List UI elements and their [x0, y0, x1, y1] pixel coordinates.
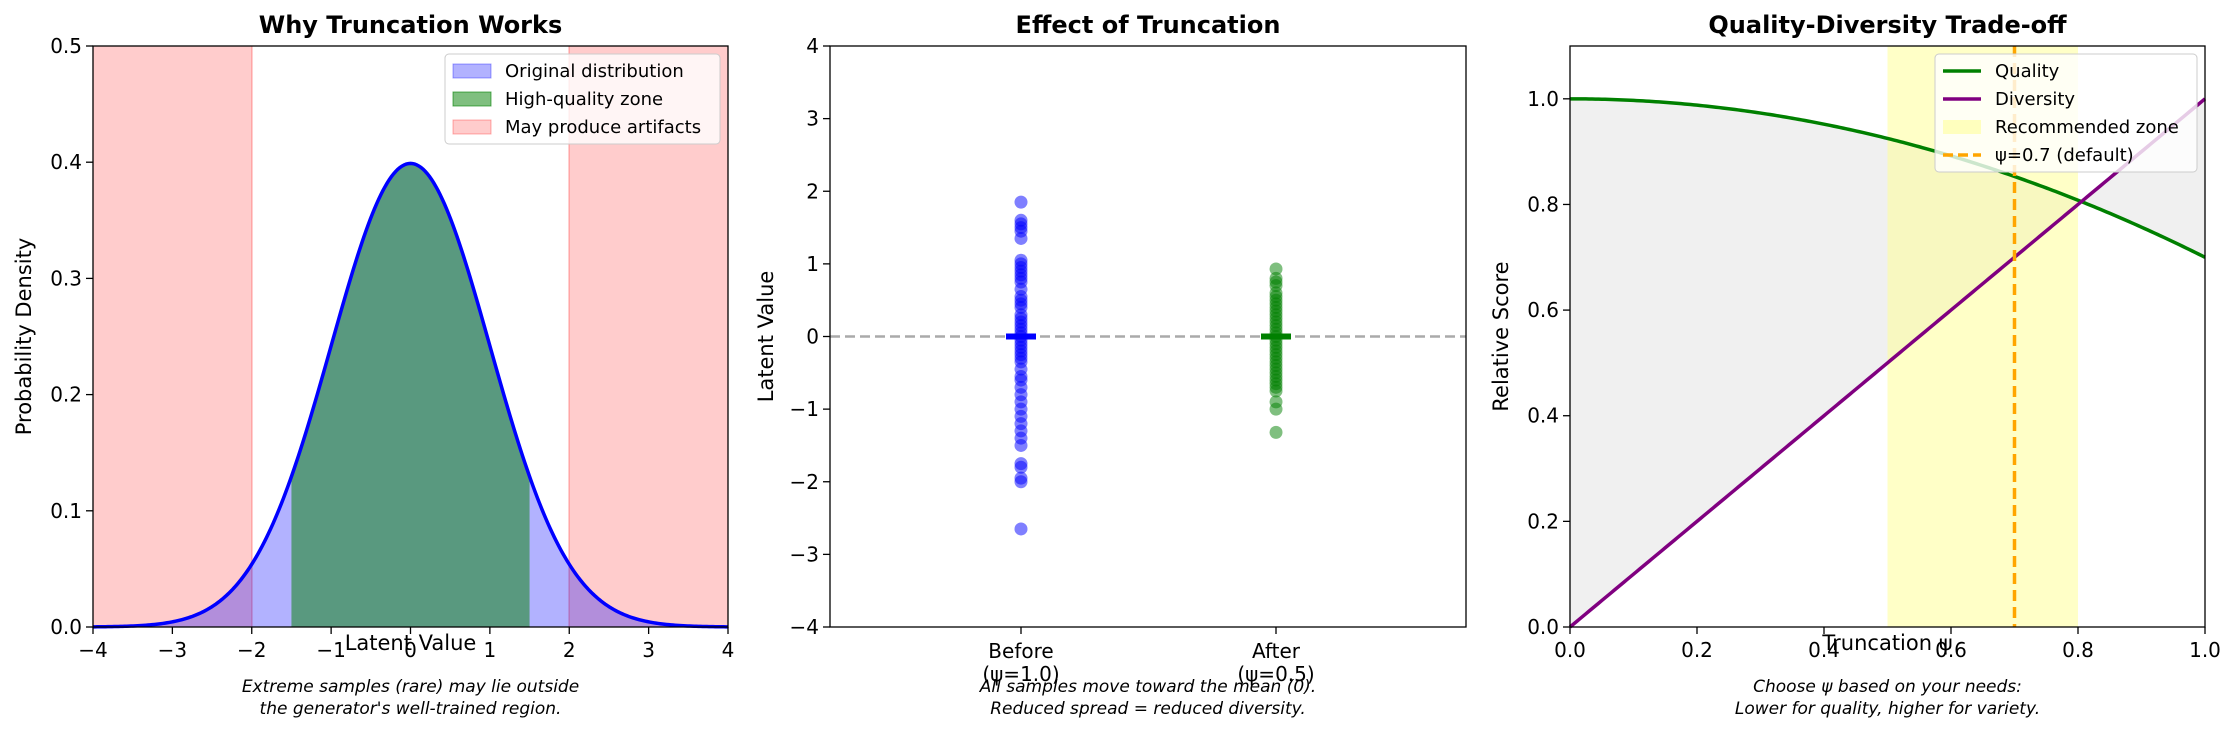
p1-high-quality-zone-fill — [291, 163, 530, 627]
p3-legend-label-default: ψ=0.7 (default) — [1995, 145, 2134, 166]
p1-x-axis-label: Latent Value — [345, 631, 477, 655]
p3-legend-box — [1934, 53, 2198, 173]
p3-x-tick-label-2: 0.4 — [1808, 638, 1840, 662]
p1-legend-box — [444, 53, 721, 145]
p3-x-tick-label-4: 0.8 — [2062, 638, 2094, 662]
p2-point-before-47 — [1014, 475, 1028, 489]
p3-caption-line-2: Lower for quality, higher for variety. — [1735, 699, 2040, 719]
p1-x-ticks: −4 −3 −2 −1 0 1 2 3 4 — [78, 627, 734, 662]
p3-y-tick-label-0: 0.0 — [1527, 615, 1559, 639]
p1-caption-line-1: Extreme samples (rare) may lie outside — [242, 677, 579, 697]
p3-y-tick-label-4: 0.8 — [1527, 192, 1559, 216]
p3-x-tick-label-0: 0.0 — [1554, 638, 1586, 662]
p3-x-tick-label-1: 0.2 — [1681, 638, 1713, 662]
p2-y-axis-label: Latent Value — [754, 271, 778, 403]
p2-y-tick-label-7: 3 — [806, 107, 819, 131]
p2-x-tick-label-after-line-1: After — [1252, 639, 1301, 663]
p2-x-tick-label-before-line-1: Before — [988, 639, 1053, 663]
p2-y-ticks: −4 −3 −2 −1 0 1 2 3 4 — [790, 34, 830, 639]
panel-effect-of-truncation: −4 −3 −2 −1 0 1 2 3 4 Before (ψ=1.0) After (ψ=0.… — [754, 11, 1467, 719]
p1-x-tick-label-2: −2 — [237, 638, 266, 662]
p1-legend-swatch-high-quality — [452, 91, 492, 107]
p1-x-tick-label-3: −1 — [316, 638, 345, 662]
p3-y-tick-label-3: 0.6 — [1527, 298, 1559, 322]
p2-point-before-48 — [1014, 522, 1028, 536]
p3-quality-line — [1570, 97, 2206, 259]
p2-point-after-0 — [1269, 262, 1283, 276]
p3-legend-swatch-recommended — [1943, 120, 1981, 134]
p2-y-tick-label-1: −3 — [790, 542, 819, 566]
p1-caption-line-2: the generator's well-trained region. — [260, 699, 562, 719]
p2-point-before-5 — [1014, 231, 1028, 245]
p2-point-before-0 — [1014, 195, 1028, 209]
p1-artifact-band-left — [93, 46, 252, 627]
p1-y-tick-label-5: 0.5 — [50, 34, 82, 58]
p3-x-ticks: 0.0 0.2 0.4 0.6 0.8 1.0 — [1554, 627, 2221, 662]
p2-y-tick-label-5: 1 — [806, 252, 819, 276]
p1-legend-label-high-quality: High-quality zone — [505, 89, 663, 110]
p2-x-ticks: Before (ψ=1.0) After (ψ=0.5) — [982, 627, 1315, 686]
p2-y-tick-label-3: −1 — [790, 397, 819, 421]
p3-caption-line-1: Choose ψ based on your needs: — [1753, 677, 2022, 697]
p1-y-tick-label-3: 0.3 — [50, 266, 82, 290]
p3-y-tick-label-1: 0.2 — [1527, 509, 1559, 533]
p1-x-tick-label-4: 0 — [404, 638, 417, 662]
p1-x-tick-label-5: 1 — [484, 638, 497, 662]
p2-title: Effect of Truncation — [1016, 11, 1281, 39]
p1-title: Why Truncation Works — [259, 11, 563, 39]
p1-density-curve — [92, 161, 729, 629]
p1-y-ticks: 0.0 0.1 0.2 0.3 0.4 0.5 — [50, 34, 93, 639]
p2-y-tick-label-8: 4 — [806, 34, 819, 58]
p3-legend-label-diversity: Diversity — [1995, 89, 2075, 110]
p3-x-axis-label: Truncation ψ — [1821, 631, 1952, 655]
p2-caption-line-2: Reduced spread = reduced diversity. — [990, 699, 1306, 719]
p1-y-tick-label-2: 0.2 — [50, 383, 82, 407]
p1-y-axis-label: Probability Density — [12, 238, 36, 436]
p3-x-tick-label-3: 0.6 — [1935, 638, 1967, 662]
p2-y-tick-label-0: −4 — [790, 615, 819, 639]
p2-point-before-43 — [1014, 438, 1028, 452]
p1-y-tick-label-4: 0.4 — [50, 150, 82, 174]
p2-y-tick-label-2: −2 — [790, 470, 819, 494]
p3-diversity-line — [1568, 97, 2207, 629]
p2-point-before-45 — [1014, 460, 1028, 474]
p3-y-ticks: 0.0 0.2 0.4 0.6 0.8 1.0 — [1527, 87, 1570, 639]
panel-why-truncation-works: −4 −3 −2 −1 0 1 2 3 4 0.0 0.1 0.2 0.3 0.4 0.5 Why Tru… — [12, 11, 734, 719]
p1-x-tick-label-8: 4 — [722, 638, 735, 662]
p2-point-after-31 — [1269, 384, 1283, 398]
p1-legend-swatch-artifacts — [452, 119, 492, 135]
p2-x-tick-label-after-line-2: (ψ=0.5) — [1237, 662, 1314, 686]
p3-legend: Quality Diversity Recommended zone ψ=0.7… — [1934, 53, 2198, 173]
p3-legend-label-recommended: Recommended zone — [1995, 117, 2179, 138]
p1-legend-label-artifacts: May produce artifacts — [505, 117, 701, 138]
p1-y-tick-label-1: 0.1 — [50, 499, 82, 523]
p2-caption-line-1: All samples move toward the mean (0). — [979, 677, 1316, 697]
p3-axes-frame — [1569, 45, 2206, 628]
p3-y-tick-label-5: 1.0 — [1527, 87, 1559, 111]
panel-quality-diversity-tradeoff: 0.0 0.2 0.4 0.6 0.8 1.0 0.0 0.2 0.4 0.6 0.8 1.0 Qu… — [1489, 11, 2221, 719]
p3-title: Quality-Diversity Trade-off — [1708, 11, 2067, 39]
p3-y-tick-label-2: 0.4 — [1527, 404, 1559, 428]
p1-x-tick-label-0: −4 — [78, 638, 107, 662]
p3-x-tick-label-5: 1.0 — [2189, 638, 2221, 662]
p2-point-after-34 — [1269, 425, 1283, 439]
p1-legend: Original distribution High-quality zone … — [444, 53, 721, 145]
p2-scatter-points — [1014, 195, 1283, 536]
p1-legend-label-original: Original distribution — [505, 61, 684, 82]
p2-y-tick-label-6: 2 — [806, 179, 819, 203]
p1-y-tick-label-0: 0.0 — [50, 615, 82, 639]
p2-point-after-33 — [1269, 402, 1283, 416]
p1-x-tick-label-1: −3 — [158, 638, 187, 662]
p3-y-axis-label: Relative Score — [1489, 261, 1513, 411]
p2-y-tick-label-4: 0 — [806, 325, 819, 349]
p1-legend-swatch-original — [452, 63, 492, 79]
p1-x-tick-label-6: 2 — [563, 638, 576, 662]
p1-x-tick-label-7: 3 — [642, 638, 655, 662]
p2-x-tick-label-before-line-2: (ψ=1.0) — [982, 662, 1059, 686]
p3-legend-label-quality: Quality — [1995, 61, 2060, 82]
